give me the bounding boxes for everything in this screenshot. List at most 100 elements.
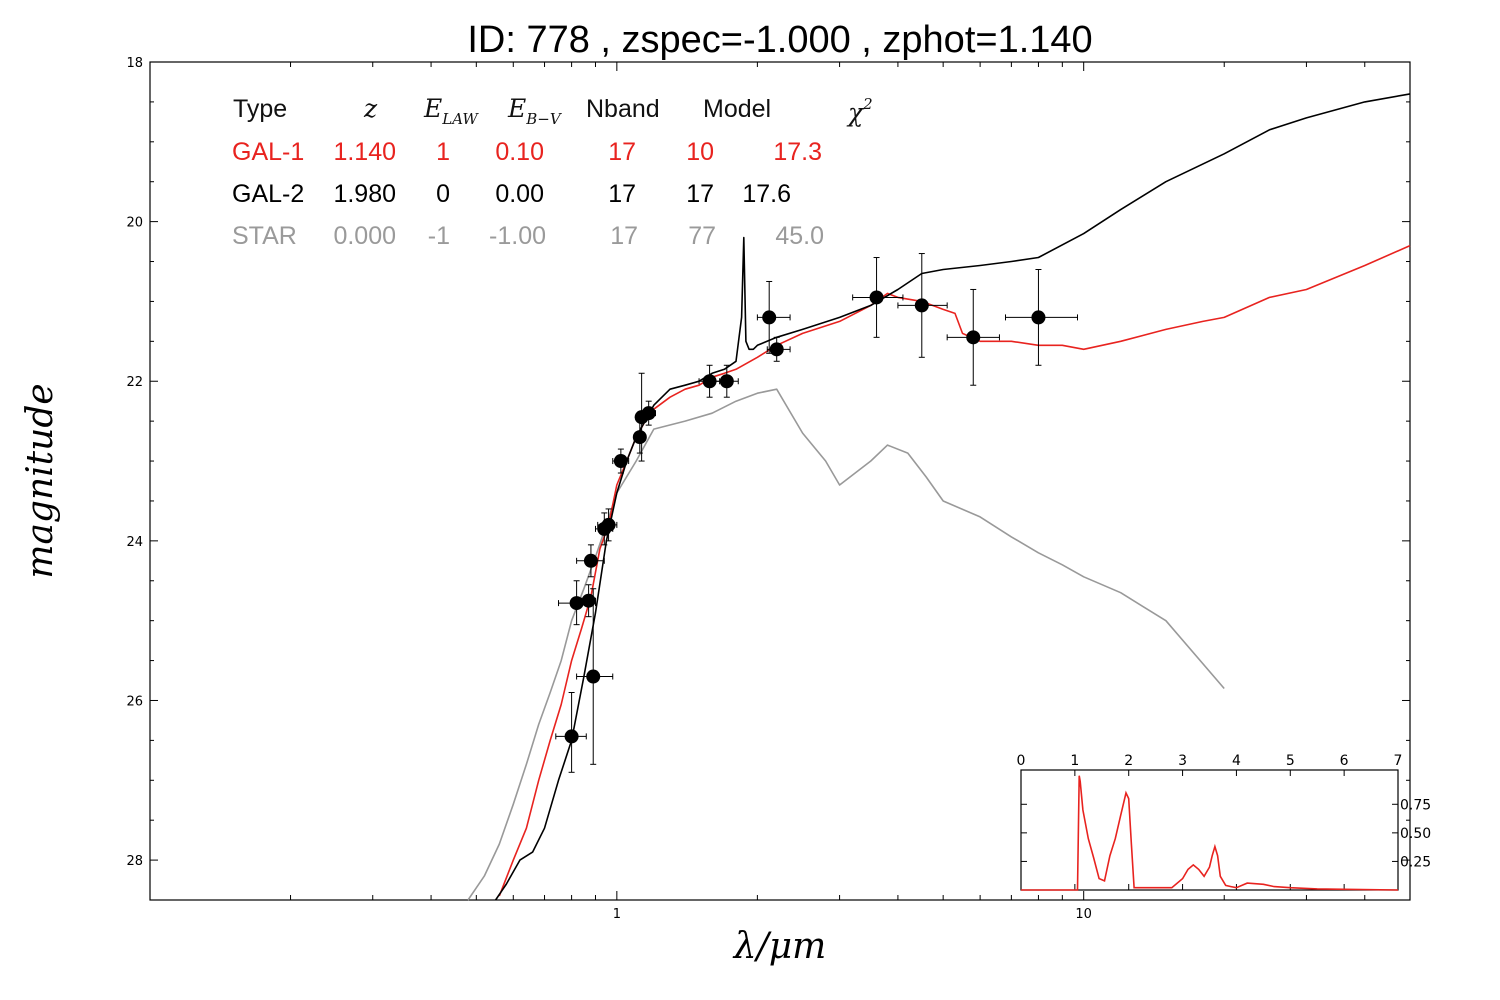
row-type: GAL-2 xyxy=(232,180,304,208)
table-header-ebv: EB−V xyxy=(507,94,563,128)
data-marker xyxy=(1031,310,1046,325)
table-header-type: Type xyxy=(233,95,287,123)
inset-x-ticks: 0 1 2 3 4 5 6 7 xyxy=(1017,753,1403,890)
plot-frame xyxy=(149,61,1411,901)
photometry-point xyxy=(766,336,791,362)
inset-y-tick-label: 0.25 xyxy=(1400,854,1431,870)
data-marker xyxy=(914,298,929,313)
y-tick-label: 28 xyxy=(126,854,143,869)
data-marker xyxy=(762,310,777,325)
inset-x-tick-label: 0 xyxy=(1017,753,1026,769)
photometry-point xyxy=(946,288,1000,386)
row-chi2: 17.3 xyxy=(773,138,822,166)
data-marker xyxy=(564,729,579,744)
row-type: STAR xyxy=(232,222,297,250)
photometry-point xyxy=(555,691,587,773)
photometry-point xyxy=(632,420,647,454)
row-z: 0.000 xyxy=(333,222,396,250)
data-marker xyxy=(869,290,884,305)
inset-x-tick-label: 4 xyxy=(1232,753,1241,769)
inset-x-tick-label: 3 xyxy=(1178,753,1187,769)
inset-frame xyxy=(1020,769,1399,891)
inset-x-tick-label: 6 xyxy=(1340,753,1349,769)
y-axis-label: magnitude xyxy=(20,383,61,578)
data-marker xyxy=(769,342,784,357)
row-model: 10 xyxy=(686,138,714,166)
photometry-points xyxy=(555,253,1079,773)
table-row-star: STAR 0.000 -1 -1.00 17 77 45.0 xyxy=(232,222,824,250)
table-row-gal1: GAL-1 1.140 1 0.10 17 10 17.3 xyxy=(232,138,822,166)
table-header-model: Model xyxy=(703,95,771,123)
data-marker xyxy=(601,517,616,532)
data-marker xyxy=(719,374,734,389)
y-tick-label: 26 xyxy=(126,694,143,709)
row-z: 1.980 xyxy=(333,180,396,208)
inset-x-tick-label: 5 xyxy=(1286,753,1295,769)
row-elaw: 1 xyxy=(436,138,450,166)
data-marker xyxy=(583,553,598,568)
x-axis-label: λ/μm xyxy=(732,926,826,967)
y-tick-label: 20 xyxy=(126,216,143,231)
data-marker xyxy=(586,669,601,684)
photometry-point xyxy=(1004,269,1079,366)
row-nband: 17 xyxy=(610,222,638,250)
data-marker xyxy=(581,593,596,608)
data-marker xyxy=(569,596,584,611)
photometry-point xyxy=(641,400,656,426)
photometry-point xyxy=(558,580,596,626)
photometry-point xyxy=(576,544,605,578)
table-header-z: z xyxy=(363,94,378,123)
chart-title: ID: 778 , zspec=-1.000 , zphot=1.140 xyxy=(467,19,1092,61)
photometry-point xyxy=(756,280,791,354)
photometry-point xyxy=(612,448,630,474)
inset-y-tick-label: 0.75 xyxy=(1400,797,1431,813)
photometry-point xyxy=(597,508,618,542)
inset-y-tick-label: 0.50 xyxy=(1400,826,1431,842)
inset-x-tick-label: 7 xyxy=(1394,753,1403,769)
row-chi2: 45.0 xyxy=(775,222,824,250)
inset-x-tick-label: 1 xyxy=(1070,753,1079,769)
table-header-elaw: ELAW xyxy=(423,94,479,128)
inset-curve-layer xyxy=(1021,775,1399,891)
row-model: 17 xyxy=(686,180,714,208)
row-ebv: -1.00 xyxy=(489,222,546,250)
inset-x-tick-label: 2 xyxy=(1124,753,1133,769)
data-marker xyxy=(613,454,628,469)
data-marker xyxy=(966,330,981,345)
row-ebv: 0.10 xyxy=(495,138,544,166)
photometry-point xyxy=(852,257,904,338)
table-header-nband: Nband xyxy=(586,95,660,123)
table-header-chi2: χ2 xyxy=(846,95,873,127)
data-marker xyxy=(641,406,656,421)
row-elaw: -1 xyxy=(428,222,450,250)
table-row-gal2: GAL-2 1.980 0 0.00 17 17 17.6 xyxy=(232,180,791,208)
pdz-inset: 0 1 2 3 4 5 6 7 0.25 0.50 0.75 xyxy=(1017,753,1431,891)
photometry-point xyxy=(714,364,739,398)
row-nband: 17 xyxy=(608,180,636,208)
data-marker xyxy=(702,374,717,389)
series-line-gal-2 xyxy=(494,93,1411,901)
row-z: 1.140 xyxy=(333,138,396,166)
fit-results-table: Type z ELAW EB−V Nband Model χ2 GAL-1 1.… xyxy=(232,94,873,250)
y-tick-label: 24 xyxy=(126,535,143,550)
y-tick-label: 18 xyxy=(126,56,143,71)
photometry-point xyxy=(897,253,948,358)
row-elaw: 0 xyxy=(436,180,450,208)
x-tick-label: 1 xyxy=(613,907,621,922)
inset-y-ticks: 0.25 0.50 0.75 xyxy=(1021,797,1431,870)
row-ebv: 0.00 xyxy=(495,180,544,208)
photometry-point xyxy=(576,588,614,765)
row-type: GAL-1 xyxy=(232,138,304,166)
row-nband: 17 xyxy=(608,138,636,166)
x-axis-ticks: 1 10 xyxy=(149,62,1411,922)
y-tick-label: 22 xyxy=(126,375,143,390)
row-chi2: 17.6 xyxy=(742,180,791,208)
series-line-star xyxy=(467,388,1225,901)
data-marker xyxy=(632,430,647,445)
row-model: 77 xyxy=(688,222,716,250)
x-tick-label: 10 xyxy=(1075,907,1092,922)
inset-pdz-curve xyxy=(1021,775,1399,891)
